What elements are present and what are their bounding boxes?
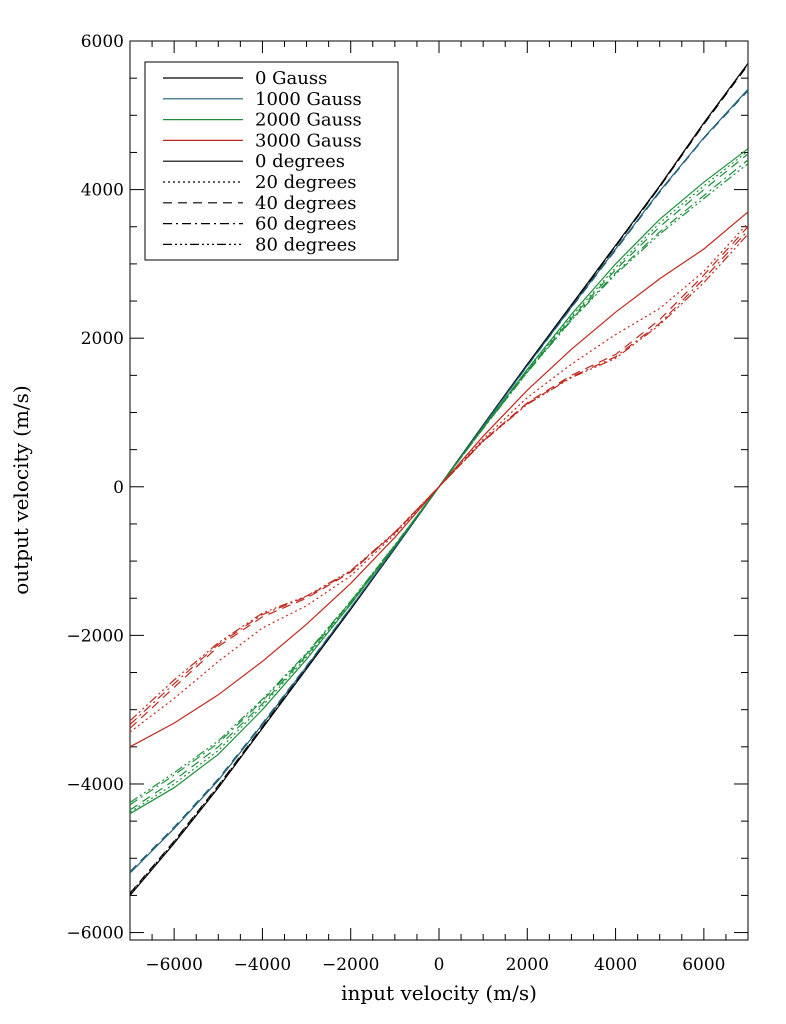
y-tick-label: 4000 [81,181,124,201]
legend-label: 3000 Gauss [255,130,362,151]
y-tick-label: 6000 [81,32,124,52]
series-line [129,159,749,806]
x-tick-label: 4000 [594,955,637,975]
y-axis-ticks: −6000 −4000 −2000 0 2000 4000 6000 [66,32,748,944]
legend-label: 1000 Gauss [255,89,362,110]
series-line [129,230,749,725]
legend-label: 0 Gauss [255,68,327,89]
y-tick-label: −2000 [66,626,124,646]
series-line [129,222,749,733]
series-line [129,211,749,748]
x-axis-ticks: −6000 −4000 −2000 0 2000 4000 6000 [129,41,749,975]
x-tick-label: −4000 [234,955,292,975]
legend-label: 60 degrees [255,214,356,235]
legend-label: 20 degrees [255,172,356,193]
legend-label: 0 degrees [255,151,345,172]
series-line [129,90,749,873]
y-tick-label: 0 [113,478,124,498]
series-line [129,150,749,813]
x-tick-label: 0 [434,955,445,975]
x-tick-label: −2000 [322,955,380,975]
x-tick-label: 2000 [506,955,549,975]
y-tick-label: 2000 [81,329,124,349]
y-axis-label: output velocity (m/s) [9,385,33,594]
x-axis-label: input velocity (m/s) [341,981,537,1005]
x-tick-label: −6000 [145,955,203,975]
legend-label: 2000 Gauss [255,110,362,131]
series-layer [129,62,749,896]
legend-label: 40 degrees [255,193,356,214]
legend-label: 80 degrees [255,234,356,255]
y-tick-label: −6000 [66,924,124,944]
y-tick-label: −4000 [66,775,124,795]
series-line [129,233,749,722]
x-tick-label: 6000 [682,955,725,975]
series-line [129,226,749,729]
